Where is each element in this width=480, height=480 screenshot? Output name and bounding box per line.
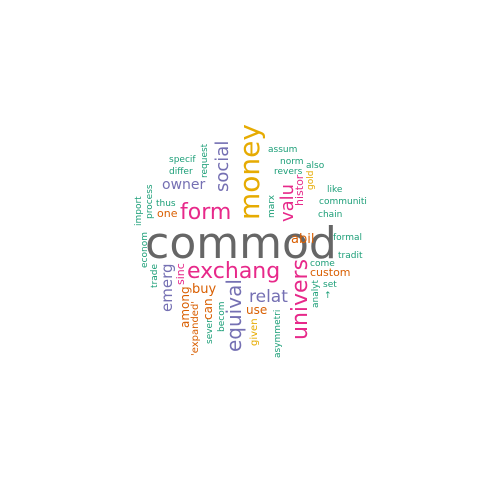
word-form: form: [180, 200, 231, 225]
word-gold: gold: [306, 171, 316, 190]
word-like: like: [327, 185, 343, 195]
word-request: request: [200, 143, 210, 178]
word-expanded: 'expanded': [190, 301, 201, 356]
word-differ: differ: [169, 167, 193, 177]
word-sinc: sinc: [174, 263, 187, 285]
word-thus: thus: [156, 199, 176, 209]
word-formal: formal: [333, 233, 362, 243]
word-chain: chain: [318, 210, 342, 220]
word-univers: univers: [288, 259, 313, 340]
word-assum: assum: [268, 145, 297, 155]
word-analyt: analyt: [311, 279, 321, 308]
word-exchang: exchang: [187, 259, 280, 284]
word-marx: marx: [267, 194, 277, 218]
word-can: can: [201, 298, 215, 320]
word-given: given: [249, 318, 260, 346]
word-histor: histor: [293, 174, 306, 206]
word-norm: norm: [280, 157, 304, 167]
word-relat: relat: [249, 287, 288, 307]
word-one: one: [157, 207, 178, 220]
word-come: come: [310, 259, 335, 269]
word-among: among: [178, 286, 192, 328]
word-econom: econom: [140, 232, 150, 268]
word-communiti: communiti: [319, 197, 367, 207]
word-custom: custom: [310, 266, 351, 279]
word-import: import: [134, 196, 144, 226]
word-tradit: tradit: [338, 251, 363, 261]
word-specif: specif: [169, 155, 196, 165]
word-abil: abil: [291, 232, 314, 247]
word-sever: sever: [205, 319, 215, 344]
word-buy: buy: [192, 282, 216, 297]
word-process: process: [145, 184, 155, 219]
word-revers: revers: [274, 167, 303, 177]
word-use: use: [246, 303, 267, 317]
word-emerg: emerg: [158, 264, 176, 313]
word-also: also: [306, 161, 325, 171]
word-valu: valu: [277, 184, 298, 222]
word-asymmetri: asymmetri: [273, 310, 283, 358]
word-commod: commod: [145, 218, 337, 269]
word-set: set: [323, 280, 337, 290]
word-money: money: [233, 124, 266, 220]
word-arrow: ↑: [324, 291, 332, 301]
word-trade: trade: [150, 264, 160, 288]
word-equival: equival: [222, 279, 246, 352]
word-owner: owner: [162, 177, 206, 193]
word-social: social: [212, 141, 233, 192]
word-becom: becom: [217, 302, 227, 332]
